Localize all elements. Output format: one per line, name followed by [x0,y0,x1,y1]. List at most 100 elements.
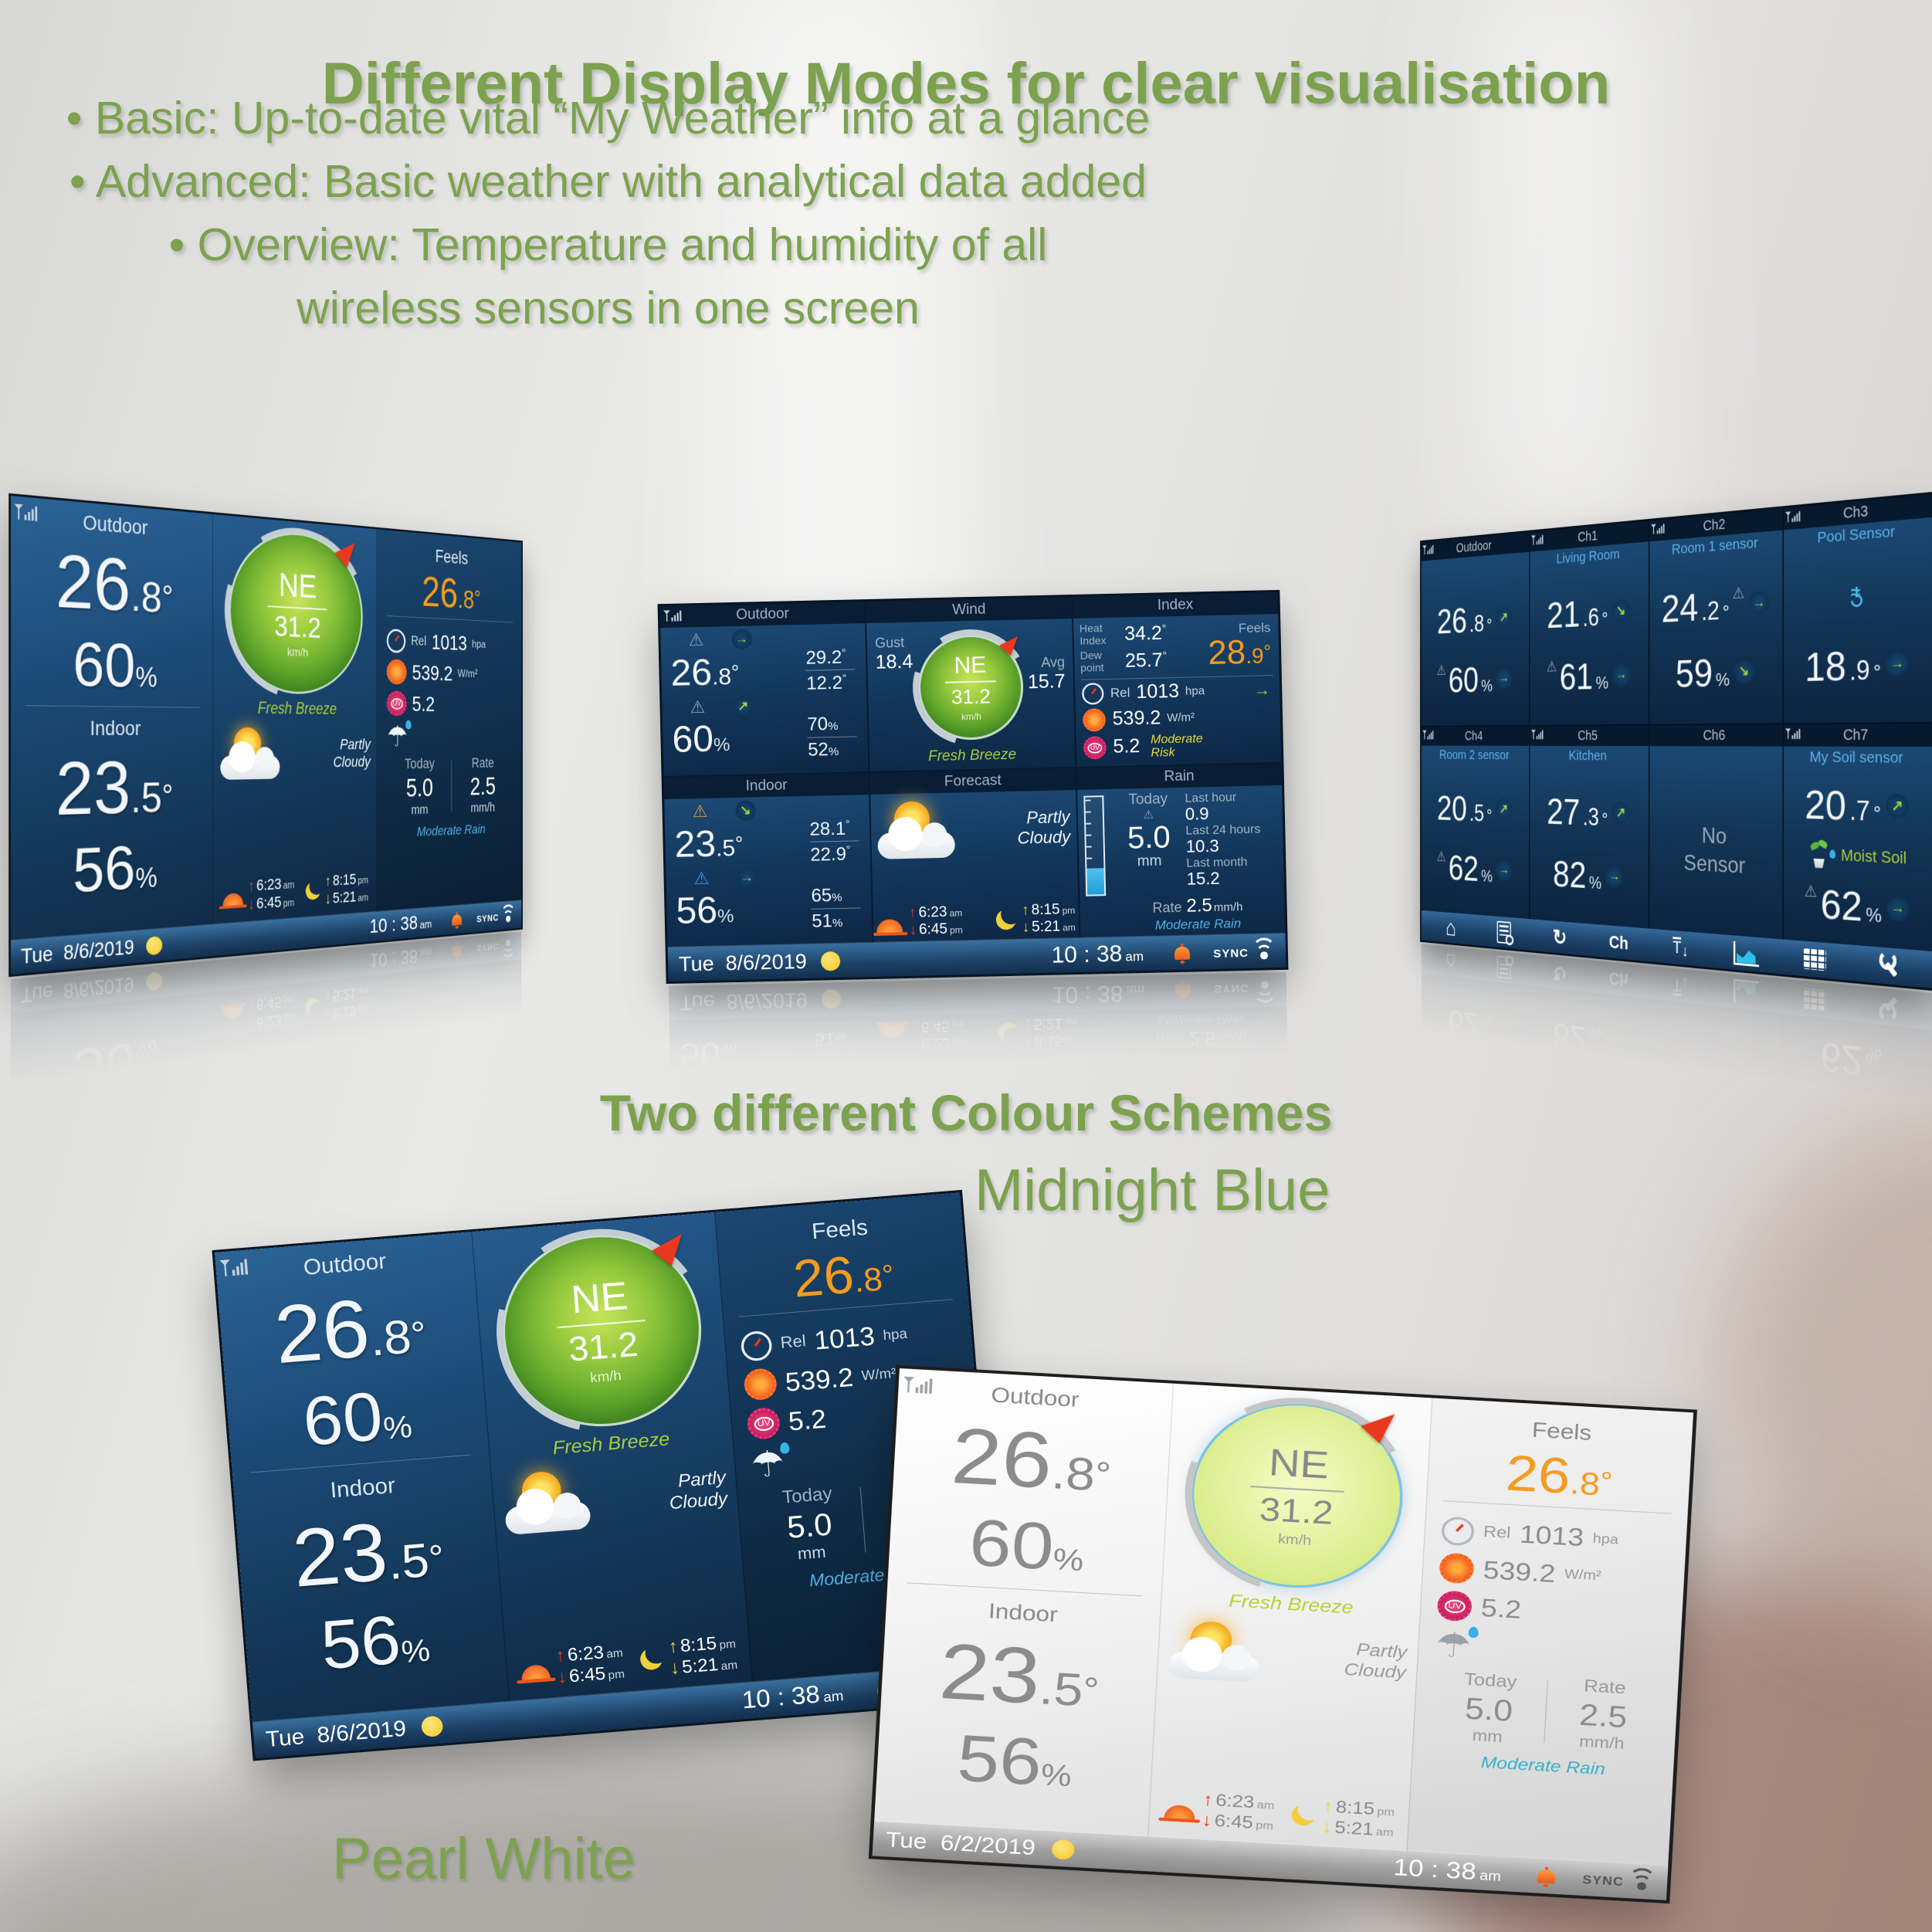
wind-direction: NE [278,566,317,606]
home-button[interactable]: ⌂ [1440,913,1463,942]
forecast-description: Partly Cloudy [333,735,371,771]
channel-label: Ch5 [1578,727,1598,744]
home-icon: ⌂ [1446,913,1456,941]
tile-humidity: 82% → [1553,852,1624,897]
alert-warning-icon: ⚠ [1732,583,1745,602]
rain-section: Rain Today ⚠ 5.0 mm Last hour 0.9 Last 24 h… [1076,763,1286,938]
tile-sensor-name: My Soil sensor [1809,748,1903,767]
trend-arrow-icon: ↘ [1612,599,1630,622]
indoor-temperature: 23.5° [289,1506,446,1605]
alert-warning-icon: ⚠ [1546,658,1557,676]
screen-pearl-white: Outdoor 26.8° 60% Indoor 23.5° 56% NE 31.… [872,1368,1693,1900]
tile-channel: Ch5 [1530,725,1649,747]
tile-temperature: 21.6 ° ↘ [1547,592,1630,636]
sensor-tile: Ch7 My Soil sensor 20.7 ° ↗ Moist Soil ⚠ 62% → [1783,724,1932,951]
records-search-button[interactable] [1493,918,1516,947]
sync-indicator: SYNC [1582,1867,1656,1893]
wind-section: Wind Gust 18.4 NE 31.2 km/h Avg 15.7 Fresh B… [866,597,1076,772]
pressure-label: Rel [411,633,427,649]
trend-arrow-icon: → [731,629,752,650]
low-value: 52% [807,738,839,761]
trend-arrow-icon: ↗ [1495,606,1512,629]
moon-times: ↑ 8:15 pm ↓ 5:21 am [1291,1795,1395,1841]
feels-label: Feels [435,546,469,568]
background-window-light [1459,0,1676,541]
trend-arrow-icon: ↘ [1734,659,1754,683]
alert-warning-icon: ⚠ [690,697,706,717]
pearl-white-label: Pearl White [332,1826,636,1892]
sunrise-time: 6:23 [566,1642,605,1666]
forecast-description: Partly Cloudy [668,1466,728,1513]
chart-button[interactable] [1732,937,1761,970]
signal-strength-icon [18,503,38,521]
time-display: 10 : 38 am [1051,941,1144,968]
solar-row: 539.2 W/m² [387,659,513,687]
indoor-humidity: 56% [955,1720,1073,1799]
rain-stats: Last hour 0.9 Last 24 hours 10.3 Last mont… [1185,787,1278,896]
solar-value: 539.2 [412,660,453,685]
trend-arrow-icon: → [1748,591,1769,615]
rain-last-month: 15.2 [1186,868,1220,889]
pool-sensor-icon: ≈ [1842,580,1870,612]
partly-cloudy-icon [877,800,959,860]
time-display: 10 : 38 am [369,911,432,938]
feels-temperature: 26.8° [791,1245,896,1309]
refresh-button[interactable]: ↻ [1547,923,1572,953]
alarm-bell-icon [1174,946,1191,960]
pressure-value: 1013 [813,1320,876,1356]
tile-temperature: 20.5 ° ↗ [1437,788,1512,828]
wind-speed: 31.2 [1258,1490,1334,1532]
sensor-tile: Ch1 Living Room 21.6 ° ↘ ⚠ 61% → [1530,520,1649,725]
barometer-icon [387,628,406,653]
high-value: 70% [807,713,839,736]
rain-today-value: 5.0 [405,774,433,803]
uv-index-icon: UV [1083,736,1107,760]
sunset-time: 6:45 [568,1663,607,1686]
download-button[interactable]: T ↓ [1667,932,1694,964]
tile-humidity: ⚠ 62% → [1805,880,1910,930]
device-screen: Outdoor 26.8° 60% Indoor 23.5° 56% NE 31.… [872,1368,1693,1900]
records-search-icon [1496,920,1511,944]
channel-button[interactable]: Ch [1606,927,1632,958]
outdoor-label: Outdoor [302,1249,388,1280]
outdoor-humidity: 60% [967,1504,1085,1584]
channel-icon: Ch [1608,930,1629,954]
sync-indicator: SYNC [476,903,516,925]
wind-speed: 31.2 [274,609,321,644]
uv-risk-label: Moderate Risk [1150,731,1203,760]
moon-phase-icon [145,935,162,955]
moon-times: ↑ 8:15 pm ↓ 5:21 am [995,901,1076,937]
trend-arrow-icon: → [1886,896,1910,922]
pressure-row: Rel 1013 hpa [1441,1516,1670,1557]
wind-direction: NE [954,652,987,679]
midnight-blue-label: Midnight Blue [974,1158,1330,1223]
pressure-value: 1013 [431,630,467,655]
alert-warning-icon: ⚠ [693,869,710,889]
moonrise-time: 8:15 [679,1632,717,1656]
wind-description: Fresh Breeze [257,698,337,718]
low-value: 12.2° [805,671,847,695]
rain-last-hour: 0.9 [1185,804,1209,824]
uv-index-icon: UV [1436,1590,1473,1622]
date-display: Tue 8/6/2019 [21,935,134,968]
dew-point-value: 25.7° [1124,649,1168,673]
channel-label: Ch4 [1464,728,1483,744]
background-window-light [718,0,965,695]
trend-arrow-icon: ↗ [1886,794,1909,819]
trend-arrow-icon: ↘ [735,800,756,821]
wrench-button[interactable] [1872,949,1904,984]
device-screen: Outdoor 26.8 ° ↗ ⚠ 60% → Ch1 Living Room 21.6 °… [1421,494,1932,988]
pressure-row: Rel 1013 hpa [387,628,513,657]
background-warm-blur [1714,1120,1932,1622]
low-value: 22.9° [809,842,851,866]
bullet-basic: • Basic: Up-to-date vital “My Weather” i… [66,93,1151,144]
partly-cloudy-icon [1168,1619,1266,1684]
table-button[interactable] [1800,943,1830,977]
solar-value: 539.2 [1482,1555,1557,1588]
barometer-icon [740,1329,774,1362]
moon-times: ↑ 8:15 pm ↓ 5:21 am [306,869,368,909]
moon-icon [1290,1803,1317,1827]
tile-humidity: ⚠ 61% → [1546,655,1631,698]
